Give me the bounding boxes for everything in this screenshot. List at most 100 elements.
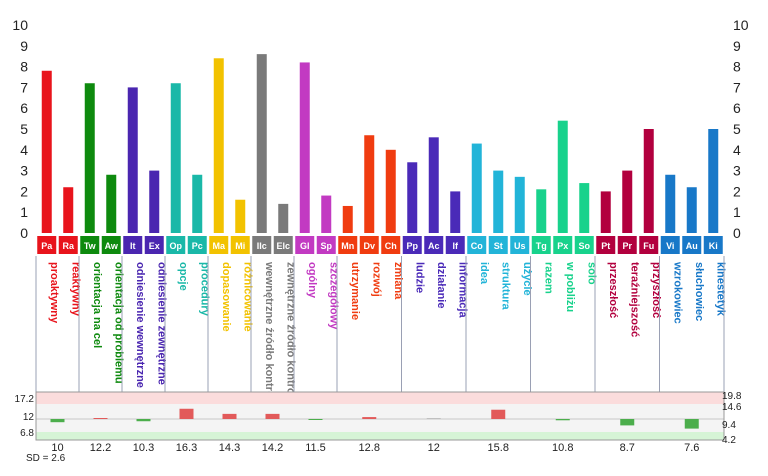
y-tick-label: 4 [20,142,28,158]
code-box [617,236,637,254]
code-label: Dv [363,241,375,251]
y-tick-label: 8 [733,59,741,75]
y-tick-label: 6 [733,100,741,116]
group-score: 14.3 [219,442,240,454]
category-label: odniesienie zewnętrzne [155,262,167,385]
deviation-tick-right: 19.8 [722,391,742,402]
bar-st [493,170,504,233]
bar-pc [192,174,203,233]
code-box [144,236,164,254]
code-label: Au [686,241,698,251]
group-scores: 10 12.2 10.3 16.3 14.3 14.2 11.5 12.8 12 15.8 10.8… [51,442,699,454]
code-label: Us [514,241,526,251]
bar-ra [63,187,74,233]
deviation-marker [179,408,194,419]
category-label: zmiana [392,262,404,300]
bar-fu [643,129,654,233]
bar-dv [364,135,375,233]
category-label: przeszłość [607,262,619,318]
deviation-marker [555,419,570,421]
code-label: Ac [428,241,440,251]
code-label: Pp [406,241,418,251]
category-labels: proaktywny reaktywny orientacja na cel orie… [48,261,727,404]
bar-it [127,87,138,234]
category-label: informacja [456,262,468,319]
y-tick-label: 5 [733,121,741,137]
code-label: Ki [709,241,718,251]
code-box [510,236,530,254]
deviation-marker [222,413,237,419]
y-tick-label: 2 [20,183,28,199]
category-label: procedury [198,262,210,317]
bar-pp [407,162,418,233]
code-box [338,236,358,254]
code-box [230,236,250,254]
code-label: Ex [149,241,160,251]
bar-mi [235,199,246,233]
code-label: Mi [235,241,245,251]
bar-ex [149,170,160,233]
deviation-marker [50,419,65,423]
y-axis-right: 0 1 2 3 4 5 6 7 8 9 10 [733,17,749,241]
deviation-marker [491,409,506,419]
code-box [273,236,293,254]
bar-tg [536,189,547,233]
group-score: 11.5 [305,442,326,454]
category-label: solo [585,262,597,285]
bar-ma [213,58,224,233]
code-box [467,236,487,254]
deviation-band-high [36,392,724,404]
group-score: 10 [51,442,63,454]
group-score: 10.8 [552,442,573,454]
code-label: Pc [192,241,203,251]
bar-so [579,183,590,233]
y-tick-label: 9 [20,38,28,54]
y-tick-label: 0 [733,225,741,241]
deviation-marker [265,413,280,419]
category-label: ogólny [306,262,318,299]
code-label: If [453,241,460,251]
bar-px [557,120,568,233]
group-score: 10.3 [133,442,154,454]
code-box [445,236,465,254]
deviation-tick-left: 6.8 [20,428,34,439]
code-label: It [130,241,136,251]
code-label: Mn [341,241,354,251]
y-tick-label: 1 [733,204,741,220]
code-label: Pa [41,241,53,251]
code-label: Ma [212,241,225,251]
y-tick-label: 4 [733,142,741,158]
group-score: 7.6 [684,442,699,454]
deviation-marker [362,417,377,419]
bar-pa [41,70,52,233]
deviation-tick-right: 4.2 [722,435,736,446]
category-label: idea [478,262,490,285]
code-box [123,236,143,254]
code-label: Tw [84,241,97,251]
category-label: razem [542,262,554,294]
bar-ac [428,137,439,233]
category-label: ludzie [413,262,425,293]
deviation-frame [35,391,725,441]
code-box [252,236,272,254]
code-label: Ra [62,241,74,251]
code-label: Op [170,241,183,251]
code-label: Tg [536,241,547,251]
category-label: wewnętrzne źródło kontroli [263,261,275,404]
deviation-marker [620,419,635,426]
deviation-band-mid [36,404,724,432]
code-box [660,236,680,254]
deviation-band-low [36,432,724,440]
code-label: So [578,241,590,251]
code-box [424,236,444,254]
y-tick-label: 7 [733,79,741,95]
bar-pt [600,191,611,233]
code-box [596,236,616,254]
deviation-marker [308,419,323,420]
y-tick-label: 3 [733,163,741,179]
bar-tw [84,83,95,234]
group-score: 12 [428,442,440,454]
y-tick-label: 6 [20,100,28,116]
code-box [316,236,336,254]
